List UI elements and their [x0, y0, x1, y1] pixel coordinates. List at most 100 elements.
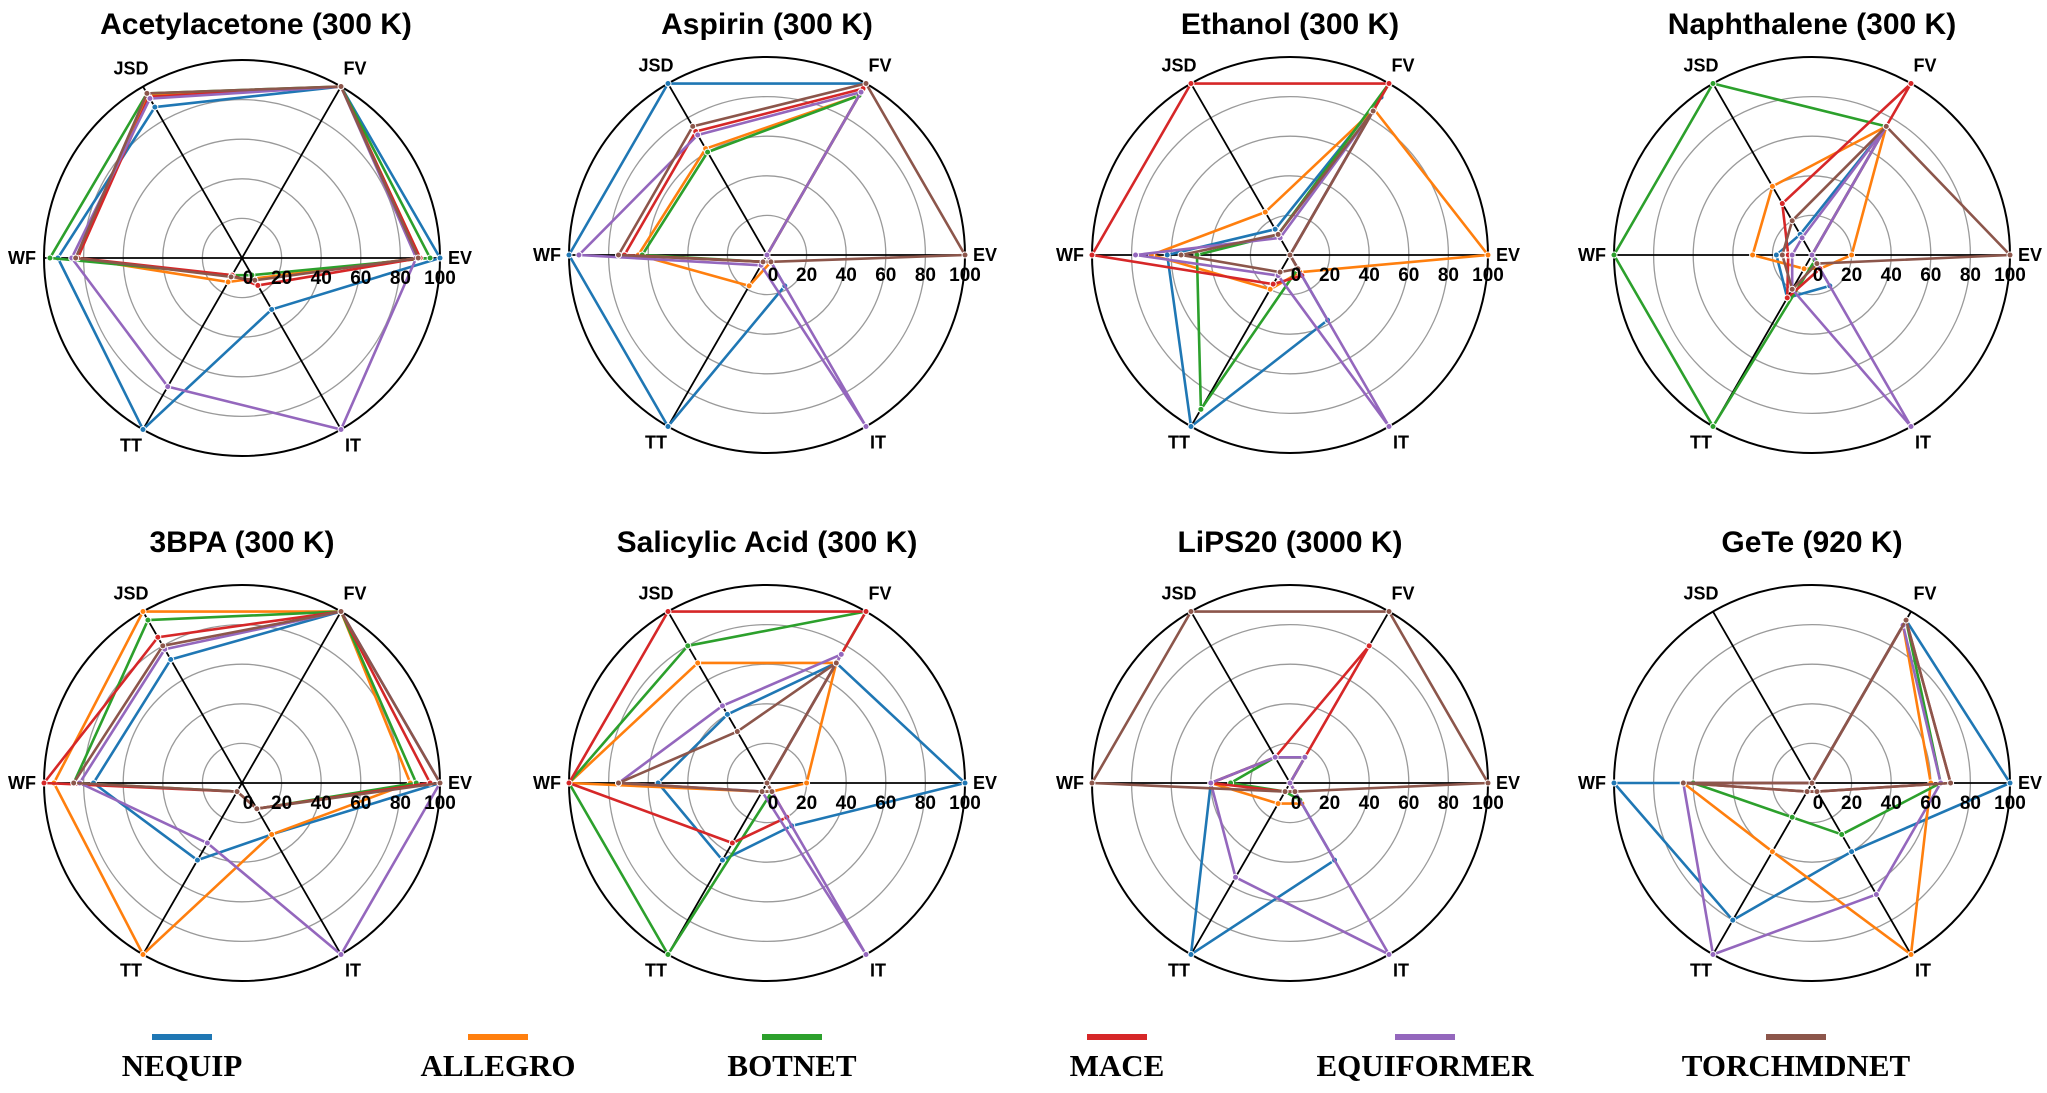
radial-tick-label: 80 [1960, 793, 1981, 814]
radial-tick-label: 40 [1881, 265, 1902, 286]
data-point [1788, 251, 1796, 259]
data-point [144, 616, 152, 624]
radial-tick-label: 100 [1994, 793, 2026, 814]
radial-tick-label: 0 [1813, 793, 1824, 814]
data-point [1768, 182, 1776, 190]
data-point [1286, 251, 1294, 259]
axis-label-ev: EV [448, 773, 472, 793]
data-point [254, 281, 262, 289]
radial-tick-label: 80 [915, 265, 936, 286]
axis-label-tt: TT [645, 960, 667, 980]
data-point [694, 659, 702, 667]
radial-tick-label: 100 [1472, 793, 1504, 814]
data-point [1808, 251, 1816, 259]
data-point [1266, 285, 1274, 293]
data-point [664, 950, 672, 958]
radial-tick-label: 80 [1438, 793, 1459, 814]
data-point [767, 258, 775, 266]
data-point [1907, 422, 1915, 430]
radial-tick-label: 0 [768, 265, 779, 286]
radial-tick-label: 60 [1398, 265, 1419, 286]
radial-tick-label: 80 [390, 793, 411, 814]
panel-title: Ethanol (300 K) [1181, 8, 1399, 41]
data-point [1187, 422, 1195, 430]
data-point [1281, 788, 1289, 796]
radial-tick-label: 0 [1291, 265, 1302, 286]
data-point [1271, 753, 1279, 761]
data-point [1484, 779, 1492, 787]
data-point [862, 608, 870, 616]
radial-tick-label: 40 [311, 793, 332, 814]
data-point [1778, 251, 1786, 259]
data-point [1187, 950, 1195, 958]
data-point [723, 710, 731, 718]
data-point [139, 425, 147, 433]
data-point [1369, 107, 1377, 115]
data-point [224, 278, 232, 286]
series-line-torchmdnet [617, 661, 838, 793]
data-point [1808, 779, 1816, 787]
radial-tick-label: 60 [1920, 793, 1941, 814]
data-point [268, 305, 276, 313]
data-point [1385, 608, 1393, 616]
data-point [251, 276, 259, 284]
axis-label-fv: FV [343, 59, 366, 79]
data-point [1882, 122, 1890, 130]
radial-tick-label: 100 [1472, 265, 1504, 286]
series-line-torchmdnet [1090, 610, 1490, 793]
legend-label: ALLEGRO [420, 1048, 575, 1083]
data-point [1365, 642, 1373, 650]
legend-item-mace: MACE [1070, 1034, 1165, 1083]
data-point [1610, 251, 1618, 259]
data-point [167, 656, 175, 664]
data-point [436, 254, 444, 262]
radial-tick-label: 0 [243, 268, 254, 289]
axis-label-it: IT [345, 435, 361, 455]
series-line-nequip [1612, 618, 2012, 922]
data-point [1788, 285, 1796, 293]
radial-tick-label: 80 [390, 268, 411, 289]
data-point [1274, 230, 1282, 238]
data-point [1271, 225, 1279, 233]
data-point [718, 702, 726, 710]
data-point [763, 251, 771, 259]
panel-title: Salicylic Acid (300 K) [617, 526, 918, 559]
series-line-equiformer [617, 653, 868, 956]
axis-label-fv: FV [1913, 56, 1936, 76]
radial-tick-label: 40 [836, 793, 857, 814]
series-line-mace [1209, 644, 1371, 793]
axis-label-jsd: JSD [638, 584, 673, 604]
radar-panel: 0 20 40 60 80 100 FV JSD WF TT IT EV 3BPA (300 K) [8, 526, 472, 982]
axis-label-tt: TT [645, 432, 667, 452]
panel-title: Acetylacetone (300 K) [100, 8, 412, 41]
data-point [1286, 779, 1294, 787]
data-point [857, 88, 865, 96]
legend-label: MACE [1070, 1048, 1165, 1083]
axis-label-it: IT [870, 432, 886, 452]
data-point [337, 425, 345, 433]
data-point [337, 83, 345, 91]
panel-title: Aspirin (300 K) [661, 8, 873, 41]
axis-label-tt: TT [1690, 960, 1712, 980]
data-point [203, 839, 211, 847]
data-point [193, 856, 201, 864]
radial-tick-label: 20 [1841, 265, 1862, 286]
data-point [164, 383, 172, 391]
data-point [1798, 234, 1806, 242]
data-point [664, 422, 672, 430]
axis-label-fv: FV [868, 584, 891, 604]
data-point [1848, 251, 1856, 259]
data-point [704, 148, 712, 156]
data-point [1385, 950, 1393, 958]
data-point [1709, 422, 1717, 430]
legend-label: EQUIFORMER [1317, 1048, 1535, 1083]
data-point [1294, 265, 1302, 273]
axis-label-fv: FV [1913, 584, 1936, 604]
data-point [745, 282, 753, 290]
axis-label-tt: TT [120, 435, 142, 455]
data-point [862, 422, 870, 430]
radial-tick-label: 60 [875, 793, 896, 814]
radial-tick-label: 60 [350, 268, 371, 289]
legend-label: NEQUIP [122, 1048, 243, 1083]
radial-tick-label: 40 [1359, 265, 1380, 286]
